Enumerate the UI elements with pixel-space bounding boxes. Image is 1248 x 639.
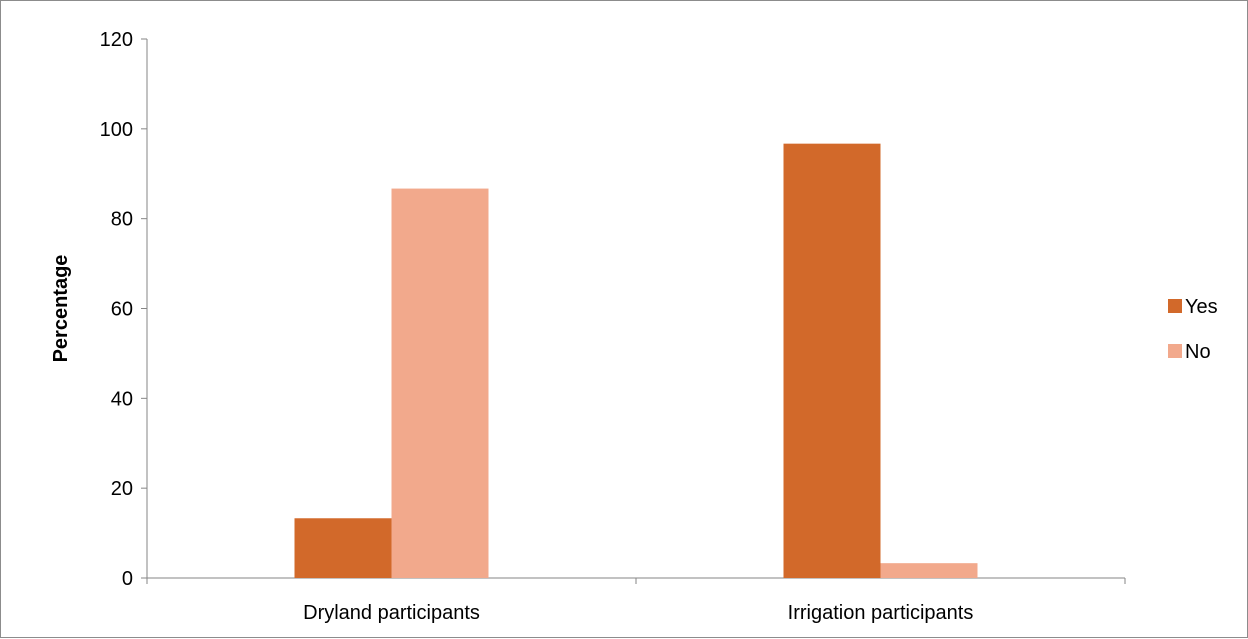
legend-label-yes: Yes — [1185, 296, 1218, 318]
bar-yes-1 — [294, 518, 392, 578]
bar-yes-2 — [783, 143, 881, 579]
bar-no-2 — [880, 563, 978, 578]
y-tick-label: 0 — [122, 568, 133, 590]
y-tick-label: 60 — [111, 299, 133, 321]
x-labels: Dryland participants Irrigation participa… — [303, 602, 973, 624]
bars — [294, 143, 978, 579]
legend-label-no: No — [1185, 341, 1211, 363]
x-category-label: Dryland participants — [303, 602, 480, 624]
legend: Yes No — [1168, 296, 1218, 363]
y-tick-label: 80 — [111, 209, 133, 231]
y-tick-label: 40 — [111, 388, 133, 410]
y-tick-label: 100 — [100, 119, 133, 141]
axes — [146, 39, 1125, 579]
y-axis-title: Percentage — [50, 255, 72, 363]
y-tick-label: 120 — [100, 29, 133, 51]
y-tick-label: 20 — [111, 478, 133, 500]
x-category-label: Irrigation participants — [788, 602, 974, 624]
y-ticks: 0 20 40 60 80 100 120 — [100, 29, 1126, 590]
legend-swatch-no — [1168, 344, 1182, 358]
legend-swatch-yes — [1168, 299, 1182, 313]
bar-no-1 — [391, 188, 489, 578]
